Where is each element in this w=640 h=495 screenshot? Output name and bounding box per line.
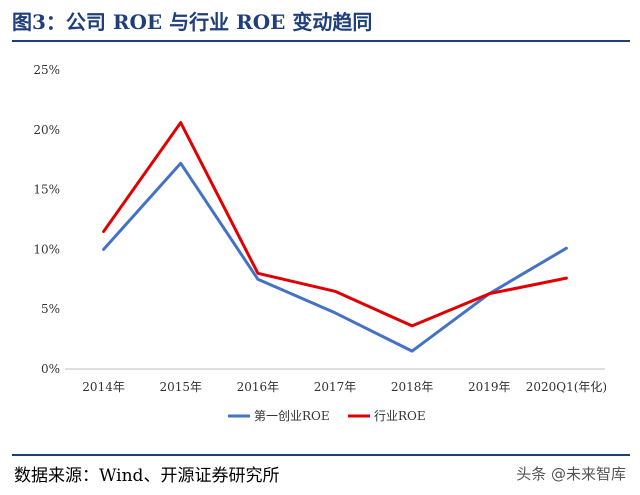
x-tick-label: 2019年 (468, 380, 511, 394)
page-title: 图3：公司 ROE 与行业 ROE 变动趋同 (12, 10, 373, 34)
source-note: 数据来源：Wind、开源证券研究所 (14, 466, 280, 486)
y-tick-label: 20% (33, 123, 60, 137)
legend-label: 行业ROE (374, 409, 426, 423)
x-tick-label: 2020Q1(年化) (526, 380, 607, 394)
y-tick-label: 15% (33, 183, 60, 197)
y-tick-label: 25% (33, 63, 60, 77)
footer-divider (12, 454, 630, 456)
line-chart: 0%5%10%15%20%25% 2014年 2015年 2016年 2017年 201… (33, 63, 607, 423)
x-tick-label: 2016年 (237, 380, 280, 394)
x-tick-label: 2015年 (159, 380, 202, 394)
y-axis-ticks: 0% 5% 10% 15% 20% 25% (33, 63, 60, 376)
legend-label: 第一创业ROE (254, 409, 330, 423)
series-line-1 (102, 161, 568, 353)
watermark: 头条 @未来智库 (516, 465, 626, 483)
series-line-2 (102, 121, 568, 328)
x-axis-ticks: 2014年 2015年 2016年 2017年 2018年 2019年 2020Q1(年化) (82, 380, 607, 394)
title-divider (12, 40, 630, 42)
series-lines (102, 121, 568, 353)
x-tick-label: 2014年 (82, 380, 125, 394)
y-tick-label: 10% (33, 242, 60, 256)
y-tick-label: 0% (41, 362, 60, 376)
x-tick-label: 2018年 (391, 380, 434, 394)
x-tick-label: 2017年 (314, 380, 357, 394)
y-tick-label: 5% (41, 302, 60, 316)
legend: 第一创业ROE 行业ROE (228, 409, 426, 423)
